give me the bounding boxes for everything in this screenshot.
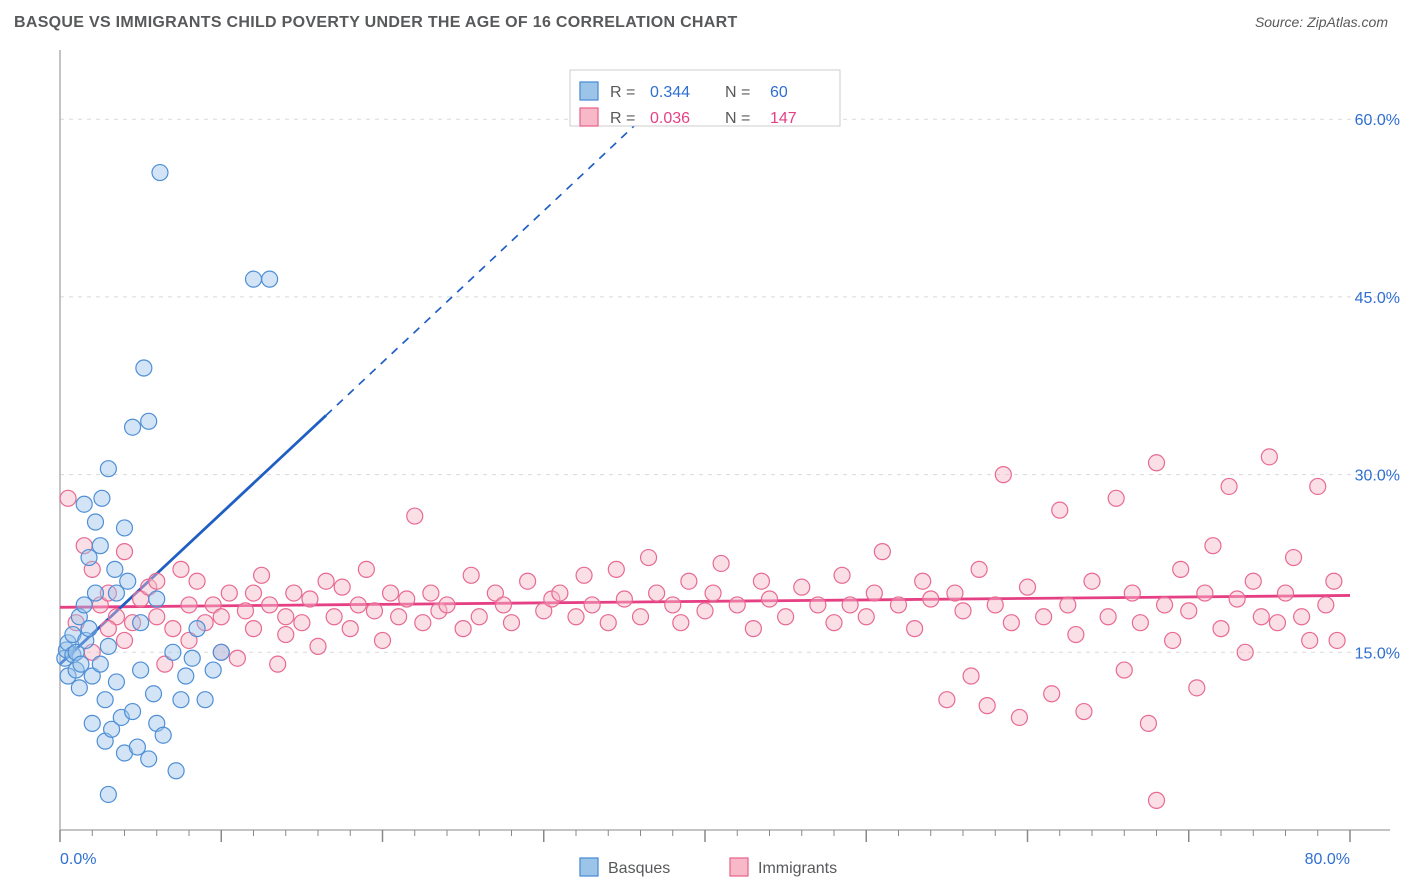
scatter-chart: 0.0% 80.0% 15.0% 30.0% 45.0% 60.0% R = 0.344 N =… [40, 40, 1406, 892]
svg-text:45.0%: 45.0% [1355, 290, 1400, 307]
svg-text:R =: R = [610, 110, 635, 127]
svg-text:60.0%: 60.0% [1355, 112, 1400, 129]
svg-text:R =: R = [610, 84, 635, 101]
chart-source: Source: ZipAtlas.com [1255, 14, 1388, 30]
svg-text:0.0%: 0.0% [60, 851, 96, 868]
svg-text:N =: N = [725, 84, 750, 101]
svg-text:N =: N = [725, 110, 750, 127]
svg-text:0.036: 0.036 [650, 110, 690, 127]
svg-text:Basques: Basques [608, 860, 670, 877]
svg-text:147: 147 [770, 110, 797, 127]
svg-text:0.344: 0.344 [650, 84, 690, 101]
svg-text:15.0%: 15.0% [1355, 645, 1400, 662]
svg-text:80.0%: 80.0% [1305, 851, 1350, 868]
svg-text:Immigrants: Immigrants [758, 860, 837, 877]
svg-text:30.0%: 30.0% [1355, 468, 1400, 485]
chart-title: BASQUE VS IMMIGRANTS CHILD POVERTY UNDER… [14, 14, 738, 32]
svg-text:60: 60 [770, 84, 788, 101]
